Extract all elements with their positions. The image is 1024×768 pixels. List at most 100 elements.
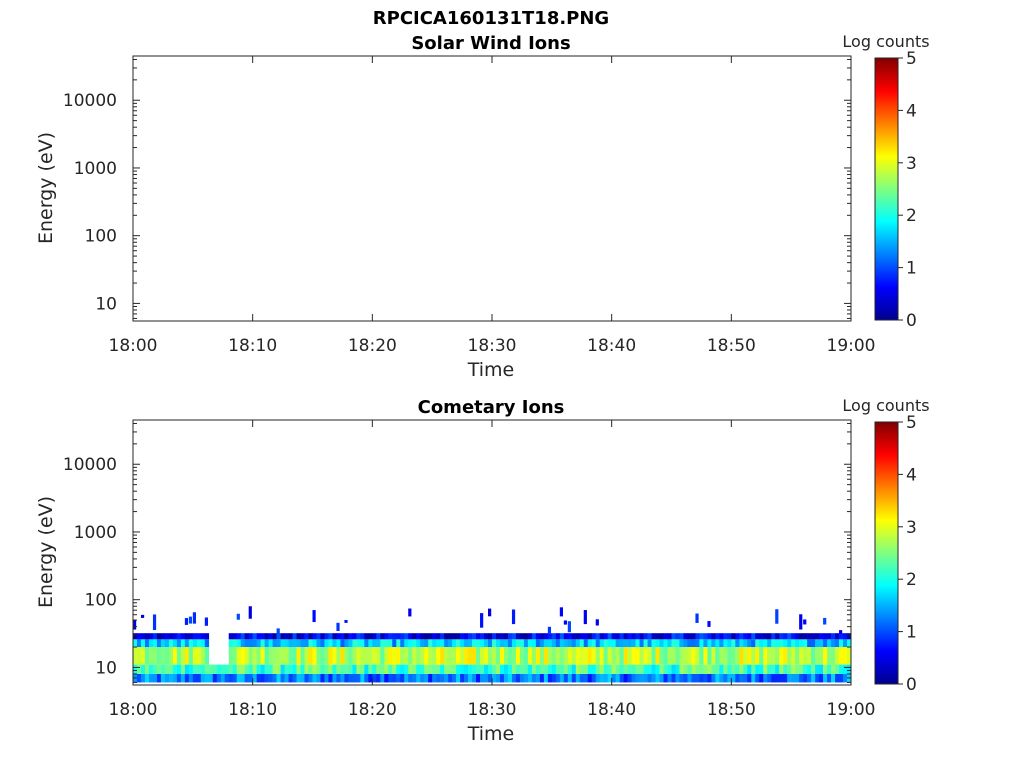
colorbar-tick-label: 3 — [906, 518, 917, 538]
heatmap-cell — [815, 647, 820, 665]
heatmap-cell — [236, 647, 241, 665]
heatmap-cell — [667, 639, 672, 648]
heatmap-cell — [539, 647, 545, 665]
heatmap-cell — [336, 664, 341, 674]
heatmap-cell — [531, 639, 537, 648]
heatmap-cell — [623, 639, 628, 648]
heatmap-cell — [348, 673, 353, 683]
panel-title-cometary: Cometary Ions — [418, 397, 565, 418]
heatmap-cell — [388, 647, 393, 665]
heatmap-cell — [651, 673, 656, 683]
heatmap-cell — [803, 619, 807, 625]
heatmap-cell — [248, 664, 253, 674]
heatmap-cell — [156, 673, 162, 683]
heatmap-cell — [675, 673, 680, 683]
heatmap-cell — [380, 664, 385, 674]
heatmap-cell — [320, 664, 325, 674]
heatmap-cell — [823, 673, 828, 683]
heatmap-cell — [172, 647, 178, 665]
heatmap-cell — [416, 664, 421, 674]
heatmap-cell — [272, 639, 277, 648]
heatmap-cell — [368, 647, 373, 665]
heatmap-cell — [308, 664, 313, 674]
heatmap-cell — [567, 639, 573, 648]
heatmap-cell — [831, 673, 836, 683]
x-tick-label: 18:30 — [468, 700, 517, 720]
solar-wind-x-label: Time — [467, 359, 515, 381]
heatmap-cell — [480, 647, 485, 665]
heatmap-cell — [751, 664, 756, 674]
heatmap-cell — [448, 647, 453, 665]
heatmap-cell — [631, 673, 636, 683]
heatmap-cell — [448, 673, 453, 683]
heatmap-cell — [699, 639, 704, 648]
heatmap-cell — [292, 664, 297, 674]
heatmap-cell — [711, 647, 716, 665]
heatmap-cell — [424, 639, 429, 648]
heatmap-cell — [284, 647, 289, 665]
heatmap-cell — [611, 647, 616, 665]
heatmap-cell — [200, 647, 206, 665]
heatmap-cell — [164, 647, 170, 665]
heatmap-cell — [228, 647, 234, 665]
heatmap-cell — [344, 633, 349, 640]
heatmap-cell — [288, 647, 293, 665]
heatmap-cell — [236, 633, 241, 640]
heatmap-cell — [591, 633, 597, 640]
heatmap-cell — [763, 647, 768, 665]
heatmap-cell — [495, 639, 501, 648]
heatmap-cell — [272, 647, 277, 665]
heatmap-cell — [292, 673, 297, 683]
heatmap-cell — [807, 647, 812, 665]
heatmap-cell — [452, 647, 457, 665]
heatmap-cell — [731, 633, 736, 640]
heatmap-cell — [567, 633, 573, 640]
x-tick-label: 18:20 — [348, 700, 397, 720]
heatmap-cell — [495, 673, 501, 683]
heatmap-cell — [156, 664, 162, 674]
heatmap-cell — [819, 647, 824, 665]
heatmap-cell — [575, 664, 581, 674]
heatmap-cell — [811, 639, 816, 648]
heatmap-cell — [759, 664, 764, 674]
x-tick-label: 18:20 — [348, 336, 397, 356]
heatmap-cell — [284, 633, 289, 640]
heatmap-cell — [651, 647, 656, 665]
heatmap-cell — [811, 673, 816, 683]
heatmap-cell — [348, 633, 353, 640]
heatmap-cell — [272, 673, 277, 683]
heatmap-cell — [480, 613, 484, 628]
heatmap-cell — [587, 647, 593, 665]
heatmap-cell — [759, 647, 764, 665]
heatmap-cell — [276, 673, 281, 683]
heatmap-cell — [531, 673, 537, 683]
heatmap-cell — [260, 639, 265, 648]
heatmap-cell — [192, 664, 198, 674]
heatmap-cell — [488, 633, 493, 640]
heatmap-cell — [583, 610, 587, 625]
heatmap-cell — [507, 633, 513, 640]
heatmap-cell — [687, 647, 692, 665]
heatmap-cell — [264, 647, 269, 665]
heatmap-cell — [519, 647, 525, 665]
heatmap-cell — [507, 639, 513, 648]
heatmap-cell — [180, 639, 186, 648]
heatmap-cell — [523, 639, 529, 648]
heatmap-cell — [695, 647, 700, 665]
heatmap-cell — [360, 664, 365, 674]
heatmap-cell — [144, 673, 150, 683]
heatmap-cell — [791, 639, 796, 648]
heatmap-cell — [835, 633, 840, 640]
heatmap-cell — [316, 647, 321, 665]
heatmap-cell — [488, 608, 492, 617]
heatmap-cell — [408, 664, 413, 674]
heatmap-cell — [148, 664, 154, 674]
heatmap-cell — [220, 673, 226, 683]
heatmap-cell — [499, 664, 505, 674]
heatmap-cell — [827, 639, 832, 648]
heatmap-cell — [763, 673, 768, 683]
heatmap-cell — [763, 639, 768, 648]
heatmap-cell — [464, 639, 469, 648]
heatmap-cell — [839, 633, 844, 640]
